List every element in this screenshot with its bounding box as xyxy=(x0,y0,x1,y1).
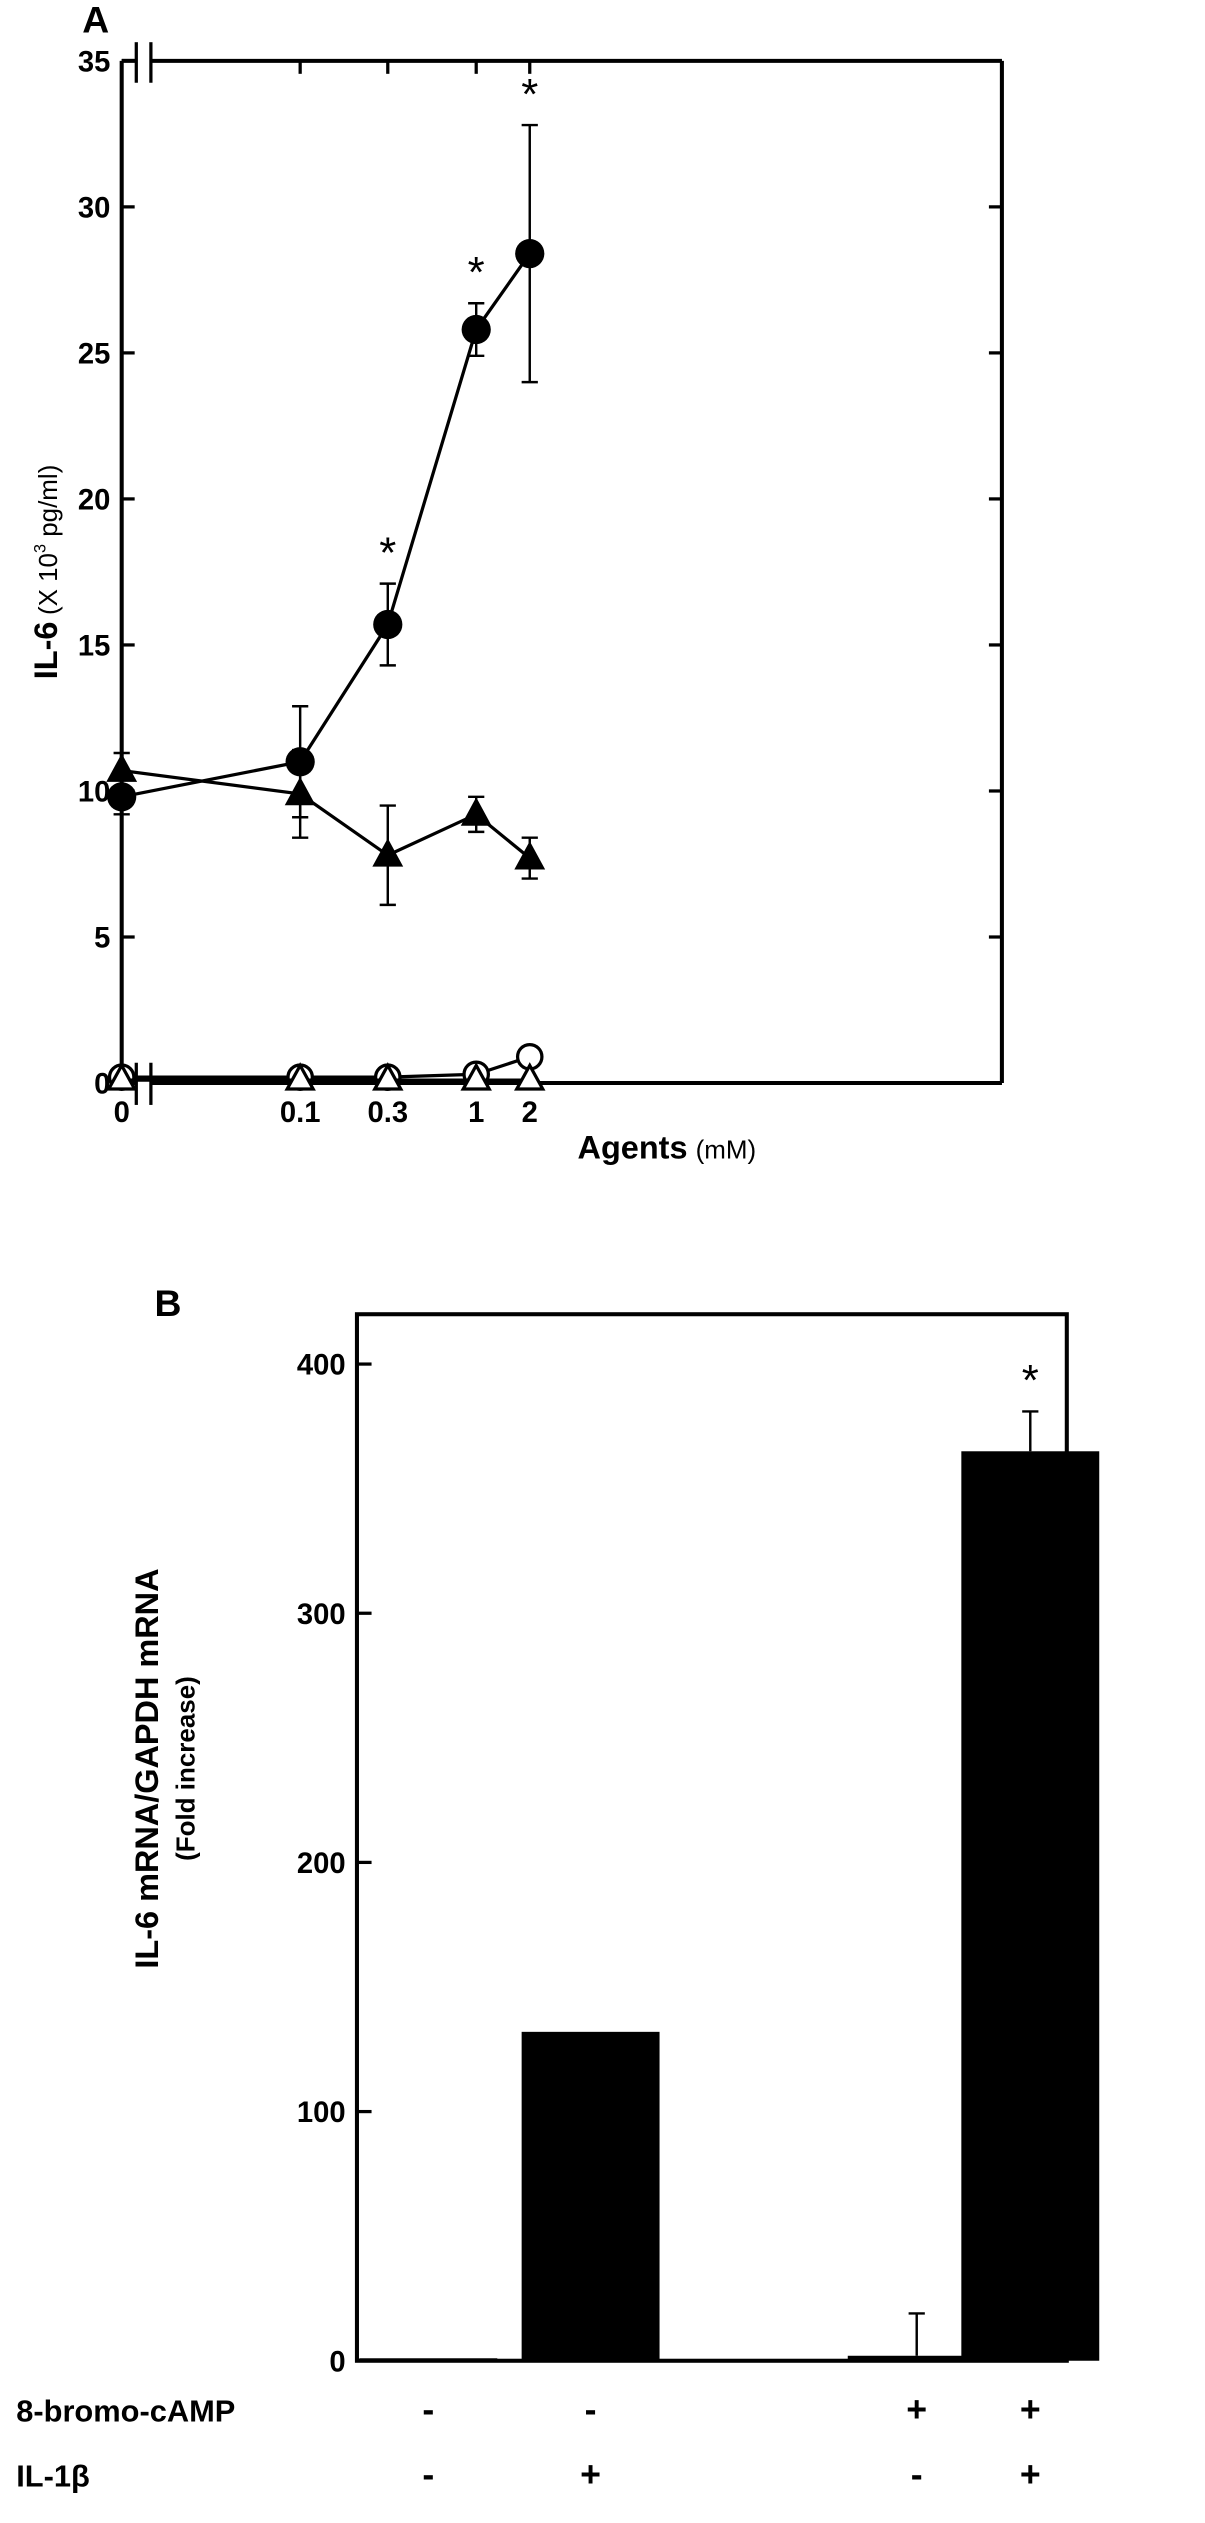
panel-b-y-tick-label: 200 xyxy=(297,1848,346,1880)
panel-b-y-axis-sublabel: (Fold increase) xyxy=(171,1676,201,1861)
panel-a-point-filled-circle xyxy=(373,609,403,640)
panel-a-series-open-triangle xyxy=(105,1062,546,1091)
panel-a-y-tick-label: 10 xyxy=(78,777,110,809)
panel-a-point-filled-circle xyxy=(107,782,137,812)
panel-a-series-filled-circle xyxy=(107,123,545,819)
panel-b-bar xyxy=(847,2355,986,2361)
panel-a-y-tick-label: 30 xyxy=(78,192,110,224)
panel-a-point-filled-circle xyxy=(461,314,491,345)
panel-b-condition-sign: - xyxy=(585,2390,597,2430)
panel-a-series-filled-triangle xyxy=(106,748,546,907)
panel-b-y-axis-label: IL-6 mRNA/GAPDH mRNA xyxy=(129,1568,165,1968)
panel-b-bar xyxy=(521,2031,660,2361)
panel-a-series xyxy=(105,123,546,1091)
panel-b-bars xyxy=(359,1410,1100,2361)
panel-b-condition-sign: + xyxy=(1020,2454,1041,2494)
panel-a-y-tick-label: 20 xyxy=(78,484,110,516)
panel-b-y-tick-label: 0 xyxy=(329,2346,345,2378)
panel-b-y-ticks: 0 100 200 300 400 xyxy=(297,1350,372,2378)
panel-a-label: A xyxy=(82,0,109,40)
panel-a-point-open-triangle xyxy=(514,1062,546,1091)
panel-a-y-axis-label: IL-6(X 103 pg/ml) xyxy=(28,465,64,680)
panel-a-x-axis-label: Agents (mM) xyxy=(578,1129,757,1165)
panel-b-frame xyxy=(354,1312,1069,2363)
panel-a-y-tick-label: 35 xyxy=(78,46,110,78)
panel-a-point-filled-triangle xyxy=(284,776,316,806)
panel-a-point-filled-triangle xyxy=(106,753,138,782)
panel-b-condition-sign: + xyxy=(580,2454,601,2494)
panel-a-point-filled-circle xyxy=(515,238,545,269)
panel-b-condition-sign: + xyxy=(906,2390,927,2430)
panel-a-point-open-triangle xyxy=(460,1062,492,1091)
panel-a-y-ticks: 0 5 10 15 20 25 30 35 xyxy=(78,46,1002,1101)
panel-b-condition-sign: - xyxy=(422,2454,434,2494)
panel-a-y-tick-label: 15 xyxy=(78,630,110,662)
panel-a: A 0 5 10 15 20 25 30 35 0 0.1 0.3 1 2 * * * IL-6(X 10… xyxy=(28,0,1004,1165)
panel-a-y-tick-label: 0 xyxy=(94,1069,110,1101)
panel-b-y-tick-label: 400 xyxy=(297,1350,346,1382)
panel-b-annotations: * xyxy=(1022,1356,1039,1405)
panel-b-y-tick-label: 100 xyxy=(297,2097,346,2129)
panel-a-annotations: * * * xyxy=(379,70,538,578)
panel-b-significance-asterisk: * xyxy=(1022,1356,1039,1405)
panel-b-bar xyxy=(359,2358,498,2361)
panel-b-condition-sign: + xyxy=(1020,2390,1041,2430)
panel-a-x-tick-label: 0 xyxy=(114,1097,130,1129)
panel-b-condition-label: 8-bromo-cAMP xyxy=(16,2394,235,2429)
panel-a-point-filled-triangle xyxy=(514,841,546,870)
panel-b-label: B xyxy=(154,1282,181,1324)
panel-a-axis-break xyxy=(134,42,153,1105)
panel-a-significance-asterisk: * xyxy=(521,70,538,119)
panel-a-significance-asterisk: * xyxy=(468,248,485,297)
panel-a-x-ticks: 0 0.1 0.3 1 2 xyxy=(114,60,538,1129)
panel-b-condition-sign: - xyxy=(422,2390,434,2430)
panel-a-y-tick-label: 5 xyxy=(94,923,110,955)
panel-a-point-open-triangle xyxy=(105,1062,138,1091)
panel-b-bar xyxy=(961,1451,1100,2361)
panel-a-x-tick-label: 0.3 xyxy=(367,1097,408,1129)
panel-a-y-tick-label: 25 xyxy=(78,338,110,370)
panel-a-point-open-triangle xyxy=(372,1062,404,1091)
panel-a-x-tick-label: 2 xyxy=(522,1097,538,1129)
panel-b-y-tick-label: 300 xyxy=(297,1599,346,1631)
panel-b: B 0 100 200 300 400 * 8-bromo-cAMP - - + + IL-1β -… xyxy=(16,1282,1100,2495)
panel-a-point-filled-triangle xyxy=(460,797,492,826)
panel-b-condition-label: IL-1β xyxy=(16,2458,90,2493)
panel-b-condition-table: 8-bromo-cAMP - - + + IL-1β - + - + xyxy=(16,2390,1040,2495)
panel-a-x-tick-label: 1 xyxy=(468,1097,484,1129)
panel-b-condition-sign: - xyxy=(911,2454,923,2494)
panel-a-x-tick-label: 0.1 xyxy=(280,1097,321,1129)
panel-a-point-filled-triangle xyxy=(372,838,404,867)
panel-a-point-open-triangle xyxy=(284,1062,316,1091)
panel-a-significance-asterisk: * xyxy=(379,528,396,577)
panel-a-frame xyxy=(119,58,1004,1086)
